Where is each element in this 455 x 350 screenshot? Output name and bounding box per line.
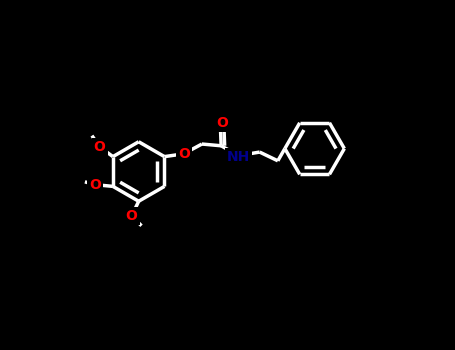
Text: O: O [126,209,137,223]
Text: O: O [94,140,106,154]
Text: O: O [216,116,228,130]
Text: O: O [178,147,190,161]
Text: O: O [89,178,101,192]
Text: NH: NH [227,150,250,164]
